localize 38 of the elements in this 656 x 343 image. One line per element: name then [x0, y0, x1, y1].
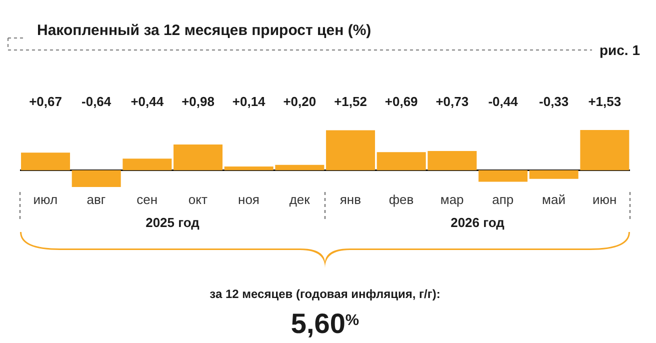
x-tick-label: май — [542, 192, 566, 208]
bar — [478, 170, 528, 182]
data-label: +1,52 — [334, 94, 367, 109]
data-label: +0,69 — [384, 94, 418, 109]
x-tick-label: фев — [388, 192, 414, 208]
x-tick-label: окт — [188, 192, 208, 208]
data-label: +0,73 — [436, 94, 469, 109]
data-label: +0,98 — [182, 94, 214, 109]
x-tick-label: ноя — [238, 192, 260, 208]
text: 2026 год — [450, 215, 506, 230]
bar — [72, 170, 121, 187]
data-label: +1,53 — [588, 94, 622, 109]
bar — [529, 170, 578, 179]
text: 5,60$^{%}$ — [290, 308, 360, 339]
chart-title: Накопленный за 12 месяцев прирост цен (%) — [37, 22, 372, 39]
x-tick-label: июл — [33, 192, 58, 208]
data-label: -0,33 — [539, 94, 569, 109]
text: 2025 год — [146, 215, 200, 230]
bar — [580, 130, 630, 170]
bar — [326, 130, 376, 170]
data-label: +0,14 — [232, 94, 266, 109]
x-tick-label: мар — [440, 192, 464, 208]
text: за 12 месяцев (годовая инфляция, г/г): — [210, 287, 440, 301]
bar — [122, 158, 172, 170]
x-tick-label: дек — [289, 192, 310, 208]
text: рис. 1 — [599, 42, 640, 58]
data-label: +0,67 — [29, 94, 62, 109]
x-tick-label: июн — [592, 192, 617, 208]
bar — [174, 144, 223, 170]
x-tick-label: авг — [86, 192, 106, 208]
bar — [21, 152, 70, 170]
data-label: -0,64 — [82, 94, 112, 109]
x-tick-label: апр — [492, 192, 514, 208]
data-label: -0,44 — [488, 94, 519, 109]
data-label: +0,44 — [130, 94, 164, 109]
x-tick-label: сен — [136, 192, 158, 208]
x-tick-label: янв — [340, 192, 362, 208]
data-label: +0,20 — [283, 94, 316, 109]
